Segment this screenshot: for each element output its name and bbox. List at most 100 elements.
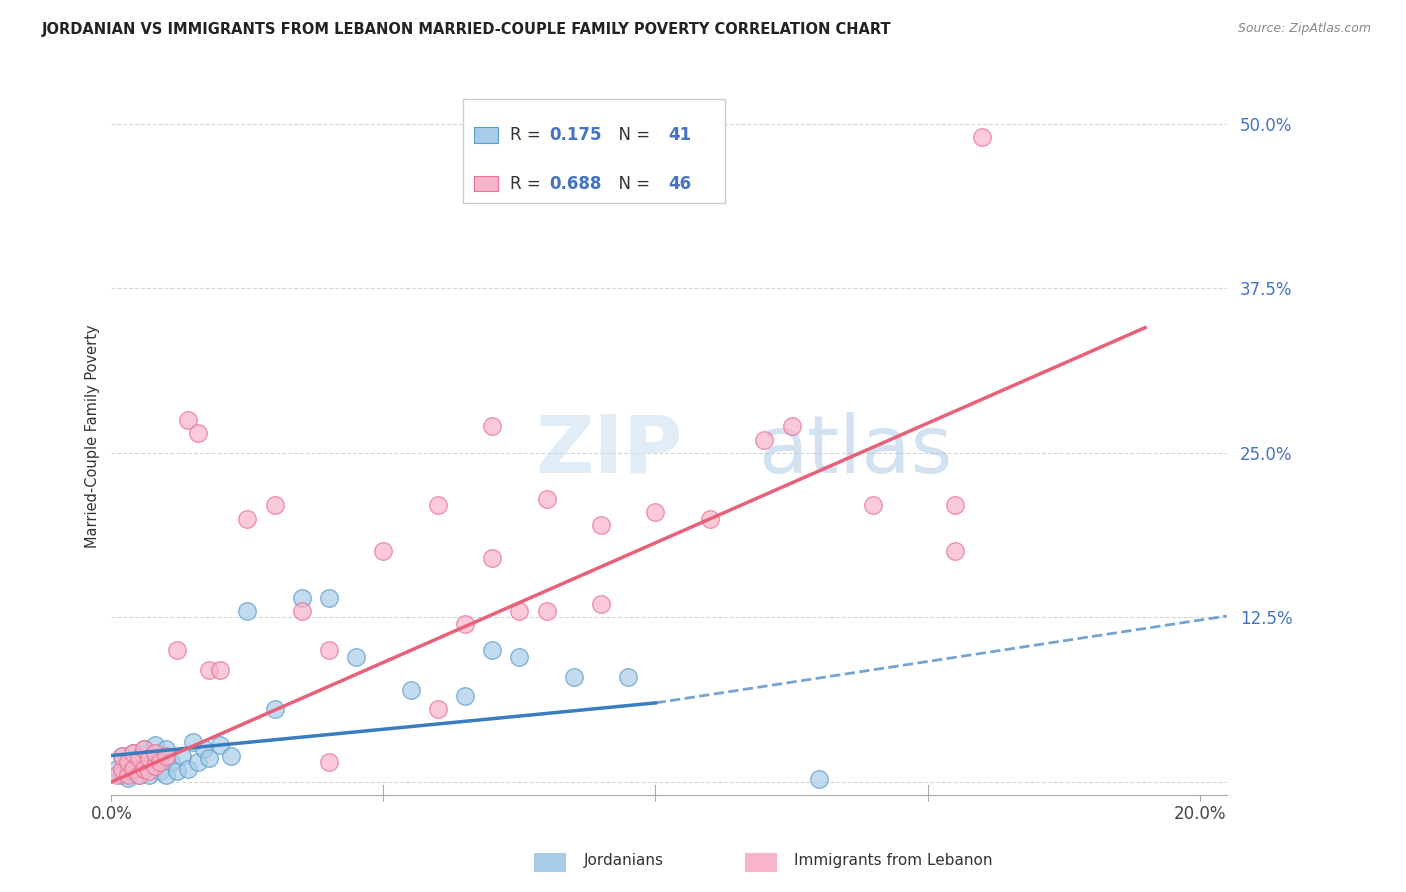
Point: [481, 643, 503, 657]
Point: [122, 746, 145, 760]
Text: atlas: atlas: [758, 411, 953, 490]
Point: [209, 738, 232, 752]
Point: [536, 491, 558, 506]
Point: [318, 755, 340, 769]
Point: [219, 748, 242, 763]
Point: [591, 518, 613, 533]
Point: [117, 768, 139, 782]
Point: [128, 751, 150, 765]
Point: [780, 419, 803, 434]
Point: [454, 616, 477, 631]
Point: [128, 768, 150, 782]
Point: [149, 755, 172, 769]
Point: [160, 755, 183, 769]
Point: [132, 742, 155, 756]
Point: [236, 511, 259, 525]
Point: [117, 755, 139, 769]
Point: [143, 759, 166, 773]
Point: [176, 413, 198, 427]
Text: Source: ZipAtlas.com: Source: ZipAtlas.com: [1237, 22, 1371, 36]
Point: [508, 649, 530, 664]
Point: [187, 425, 209, 440]
Point: [426, 499, 449, 513]
Point: [128, 768, 150, 782]
Point: [138, 751, 160, 765]
Point: [562, 669, 585, 683]
Point: [138, 751, 160, 765]
Point: [117, 755, 139, 769]
Point: [122, 746, 145, 760]
Point: [344, 649, 367, 664]
Point: [155, 768, 177, 782]
Text: Jordanians: Jordanians: [583, 854, 664, 868]
Point: [399, 682, 422, 697]
Point: [318, 591, 340, 605]
Point: [111, 748, 134, 763]
Point: [172, 748, 194, 763]
Point: [617, 669, 640, 683]
Point: [943, 544, 966, 558]
Point: [122, 764, 145, 779]
Text: N =: N =: [607, 176, 655, 194]
Point: [198, 663, 221, 677]
Point: [481, 551, 503, 566]
Point: [143, 746, 166, 760]
Text: 0.688: 0.688: [550, 176, 602, 194]
Point: [166, 643, 188, 657]
Point: [143, 759, 166, 773]
Point: [187, 755, 209, 769]
Point: [181, 735, 204, 749]
Point: [236, 604, 259, 618]
Text: Immigrants from Lebanon: Immigrants from Lebanon: [794, 854, 993, 868]
Point: [105, 762, 128, 776]
Point: [193, 742, 215, 756]
Point: [176, 762, 198, 776]
Point: [291, 591, 314, 605]
Point: [970, 129, 993, 144]
Point: [143, 738, 166, 752]
Point: [862, 499, 884, 513]
Point: [591, 597, 613, 611]
Point: [807, 772, 830, 787]
Point: [132, 742, 155, 756]
Point: [754, 433, 776, 447]
Point: [149, 764, 172, 779]
Point: [699, 511, 721, 525]
Point: [117, 771, 139, 785]
Point: [263, 499, 285, 513]
Point: [138, 764, 160, 779]
Point: [209, 663, 232, 677]
Point: [644, 505, 666, 519]
Point: [198, 751, 221, 765]
Text: 46: 46: [668, 176, 692, 194]
Point: [155, 748, 177, 763]
Point: [943, 499, 966, 513]
Point: [481, 419, 503, 434]
FancyBboxPatch shape: [474, 176, 499, 192]
Point: [132, 762, 155, 776]
Y-axis label: Married-Couple Family Poverty: Married-Couple Family Poverty: [86, 325, 100, 548]
Point: [155, 742, 177, 756]
Text: 41: 41: [668, 127, 692, 145]
Point: [138, 768, 160, 782]
Point: [105, 768, 128, 782]
Point: [263, 702, 285, 716]
Text: R =: R =: [509, 176, 546, 194]
Point: [128, 751, 150, 765]
Point: [166, 764, 188, 779]
Text: ZIP: ZIP: [536, 411, 682, 490]
Point: [536, 604, 558, 618]
Point: [111, 748, 134, 763]
Text: JORDANIAN VS IMMIGRANTS FROM LEBANON MARRIED-COUPLE FAMILY POVERTY CORRELATION C: JORDANIAN VS IMMIGRANTS FROM LEBANON MAR…: [42, 22, 891, 37]
Point: [318, 643, 340, 657]
Point: [132, 762, 155, 776]
Text: R =: R =: [509, 127, 546, 145]
Point: [373, 544, 395, 558]
Point: [149, 748, 172, 763]
Point: [122, 762, 145, 776]
FancyBboxPatch shape: [474, 127, 499, 143]
Point: [291, 604, 314, 618]
Point: [508, 604, 530, 618]
Text: 0.175: 0.175: [550, 127, 602, 145]
FancyBboxPatch shape: [463, 99, 725, 203]
